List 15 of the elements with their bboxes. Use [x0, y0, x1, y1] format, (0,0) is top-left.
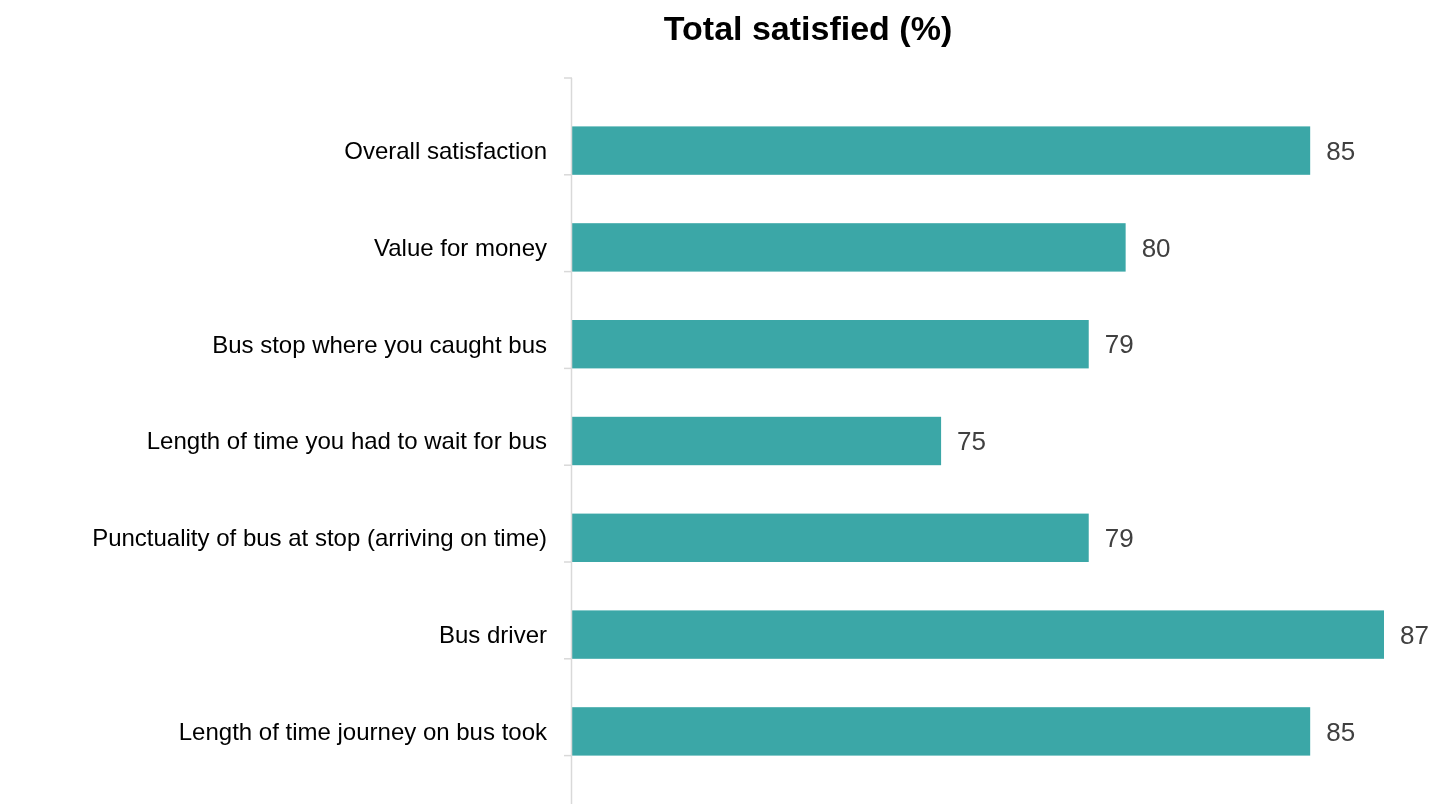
y-tick-label: Overall satisfaction — [344, 137, 547, 164]
chart-title: Total satisfied (%) — [663, 9, 953, 47]
data-label: 85 — [1326, 716, 1356, 747]
data-label: 87 — [1400, 619, 1429, 650]
y-tick-label: Bus stop where you caught bus — [212, 330, 547, 358]
y-tick-label: Length of time you had to wait for bus — [146, 427, 547, 455]
y-tick-label: Length of time journey on bus took — [178, 717, 548, 745]
data-label: 80 — [1141, 232, 1171, 263]
data-label: 79 — [1104, 329, 1134, 360]
y-tick-label: Punctuality of bus at stop (arriving on time) — [92, 524, 547, 552]
data-label: 79 — [1104, 522, 1134, 553]
y-tick-label: Bus driver — [438, 621, 547, 648]
y-tick-label: Value for money — [374, 233, 547, 261]
data-label: 75 — [957, 426, 987, 457]
data-label: 85 — [1326, 135, 1356, 166]
